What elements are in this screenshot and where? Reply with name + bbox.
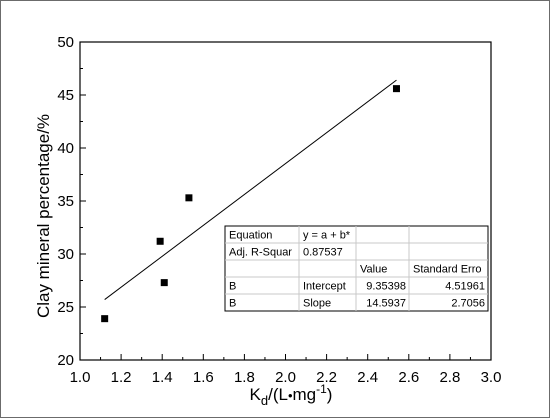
table-cell: Adj. R-Squar [229, 247, 292, 259]
data-point [156, 237, 164, 245]
table-cell: Intercept [303, 281, 346, 293]
tick-labels: 1.0 1.2 1.4 1.6 1.8 2.0 2.2 2.4 2.6 2.8 3.0 20 25 30 3… [57, 34, 501, 386]
table-cell: Standard Erro [413, 264, 481, 276]
table-cell: y = a + b* [303, 230, 351, 242]
table-cell: Slope [303, 298, 331, 310]
data-point [160, 279, 168, 287]
y-tick-label: 35 [57, 193, 74, 210]
x-label-rest2: mg [293, 385, 317, 404]
y-tick-label: 45 [57, 87, 74, 104]
x-label-superscript: -1 [316, 382, 327, 396]
y-tick-label: 20 [57, 352, 74, 369]
y-axis-label: Clay mineral percentage/% [34, 114, 53, 318]
x-axis-label: Kd/(L•mg-1) [250, 382, 333, 408]
data-point [392, 85, 400, 93]
x-label-main: K [250, 385, 262, 404]
table-cell: Equation [229, 230, 272, 242]
data-point [101, 315, 109, 323]
table-cell: 0.87537 [303, 247, 343, 259]
table-cell: Value [360, 264, 387, 276]
data-points [101, 85, 400, 323]
x-tick-label: 2.2 [316, 369, 337, 386]
x-tick-label: 1.8 [234, 369, 255, 386]
data-point [185, 194, 193, 202]
x-label-rest3: ) [327, 385, 333, 404]
x-tick-label: 2.8 [439, 369, 460, 386]
x-tick-label: 2.0 [275, 369, 296, 386]
x-label-dot: • [288, 388, 293, 403]
table-cell: 9.35398 [366, 281, 406, 293]
y-tick-label: 30 [57, 246, 74, 263]
plot-area-border [79, 41, 492, 361]
x-tick-label: 1.0 [70, 369, 91, 386]
table-cell: 4.51961 [445, 281, 485, 293]
x-tick-label: 1.2 [111, 369, 132, 386]
table-cell: 2.7056 [451, 298, 485, 310]
x-label-rest1: /(L [268, 385, 288, 404]
table-cell: 14.5937 [366, 298, 406, 310]
fit-results-table: Equation y = a + b* Adj. R-Squar 0.87537 Val… [224, 225, 489, 312]
table-cell: B [229, 298, 236, 310]
x-label-subscript: d [261, 393, 268, 408]
x-tick-label: 1.4 [152, 369, 173, 386]
y-tick-label: 50 [57, 34, 74, 51]
y-tick-label: 40 [57, 140, 74, 157]
x-tick-label: 1.6 [193, 369, 214, 386]
x-tick-label: 3.0 [481, 369, 502, 386]
y-tick-label: 25 [57, 299, 74, 316]
table-cell: B [229, 281, 236, 293]
x-tick-label: 2.6 [398, 369, 419, 386]
axis-ticks [79, 41, 492, 361]
fit-line [104, 79, 397, 300]
x-tick-label: 2.4 [357, 369, 378, 386]
